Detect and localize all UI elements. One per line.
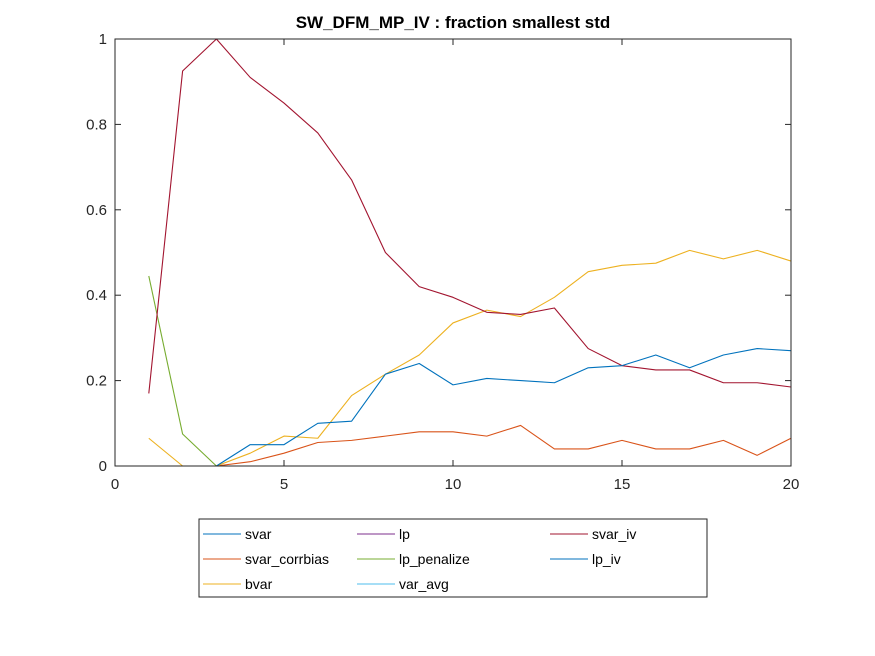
- series-line-bvar: [148, 249, 792, 467]
- legend-label-var_avg: var_avg: [399, 576, 449, 592]
- legend-label-lp_penalize: lp_penalize: [399, 551, 470, 567]
- y-tick-label: 0.6: [86, 202, 107, 219]
- ticks: 0 5 10 15 20 0 0.2 0.4 0.6 0.8 1: [86, 31, 799, 493]
- x-tick-label: 15: [614, 476, 631, 493]
- y-tick-label: 0.8: [86, 116, 107, 133]
- plot-area: [115, 39, 791, 466]
- y-tick-label: 0.4: [86, 287, 107, 304]
- y-tick-label: 0: [99, 458, 107, 475]
- legend-label-lp_iv: lp_iv: [592, 551, 621, 567]
- legend-label-lp: lp: [399, 526, 410, 542]
- legend: svar lp svar_iv svar_corrbias lp_penalize lp_…: [198, 518, 708, 598]
- legend-label-svar_iv: svar_iv: [592, 526, 636, 542]
- series-line-lp_iv: [148, 348, 792, 467]
- plot-background: [115, 39, 791, 466]
- legend-label-bvar: bvar: [245, 576, 273, 592]
- y-tick-label: 1: [99, 31, 107, 48]
- series-line-svar_iv: [148, 38, 792, 394]
- series-line-svar_corrbias: [148, 424, 792, 467]
- chart-title: SW_DFM_MP_IV : fraction smallest std: [296, 13, 611, 32]
- x-tick-label: 5: [280, 476, 288, 493]
- legend-label-svar: svar: [245, 526, 272, 542]
- legend-box: [198, 518, 708, 598]
- x-tick-label: 10: [445, 476, 462, 493]
- legend-label-svar_corrbias: svar_corrbias: [245, 551, 329, 567]
- x-tick-label: 20: [783, 476, 800, 493]
- y-tick-label: 0.2: [86, 373, 107, 390]
- x-tick-label: 0: [111, 476, 119, 493]
